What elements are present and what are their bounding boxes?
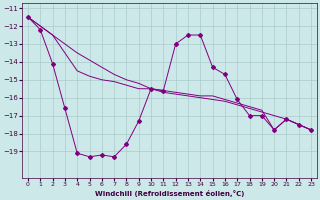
X-axis label: Windchill (Refroidissement éolien,°C): Windchill (Refroidissement éolien,°C): [95, 190, 244, 197]
